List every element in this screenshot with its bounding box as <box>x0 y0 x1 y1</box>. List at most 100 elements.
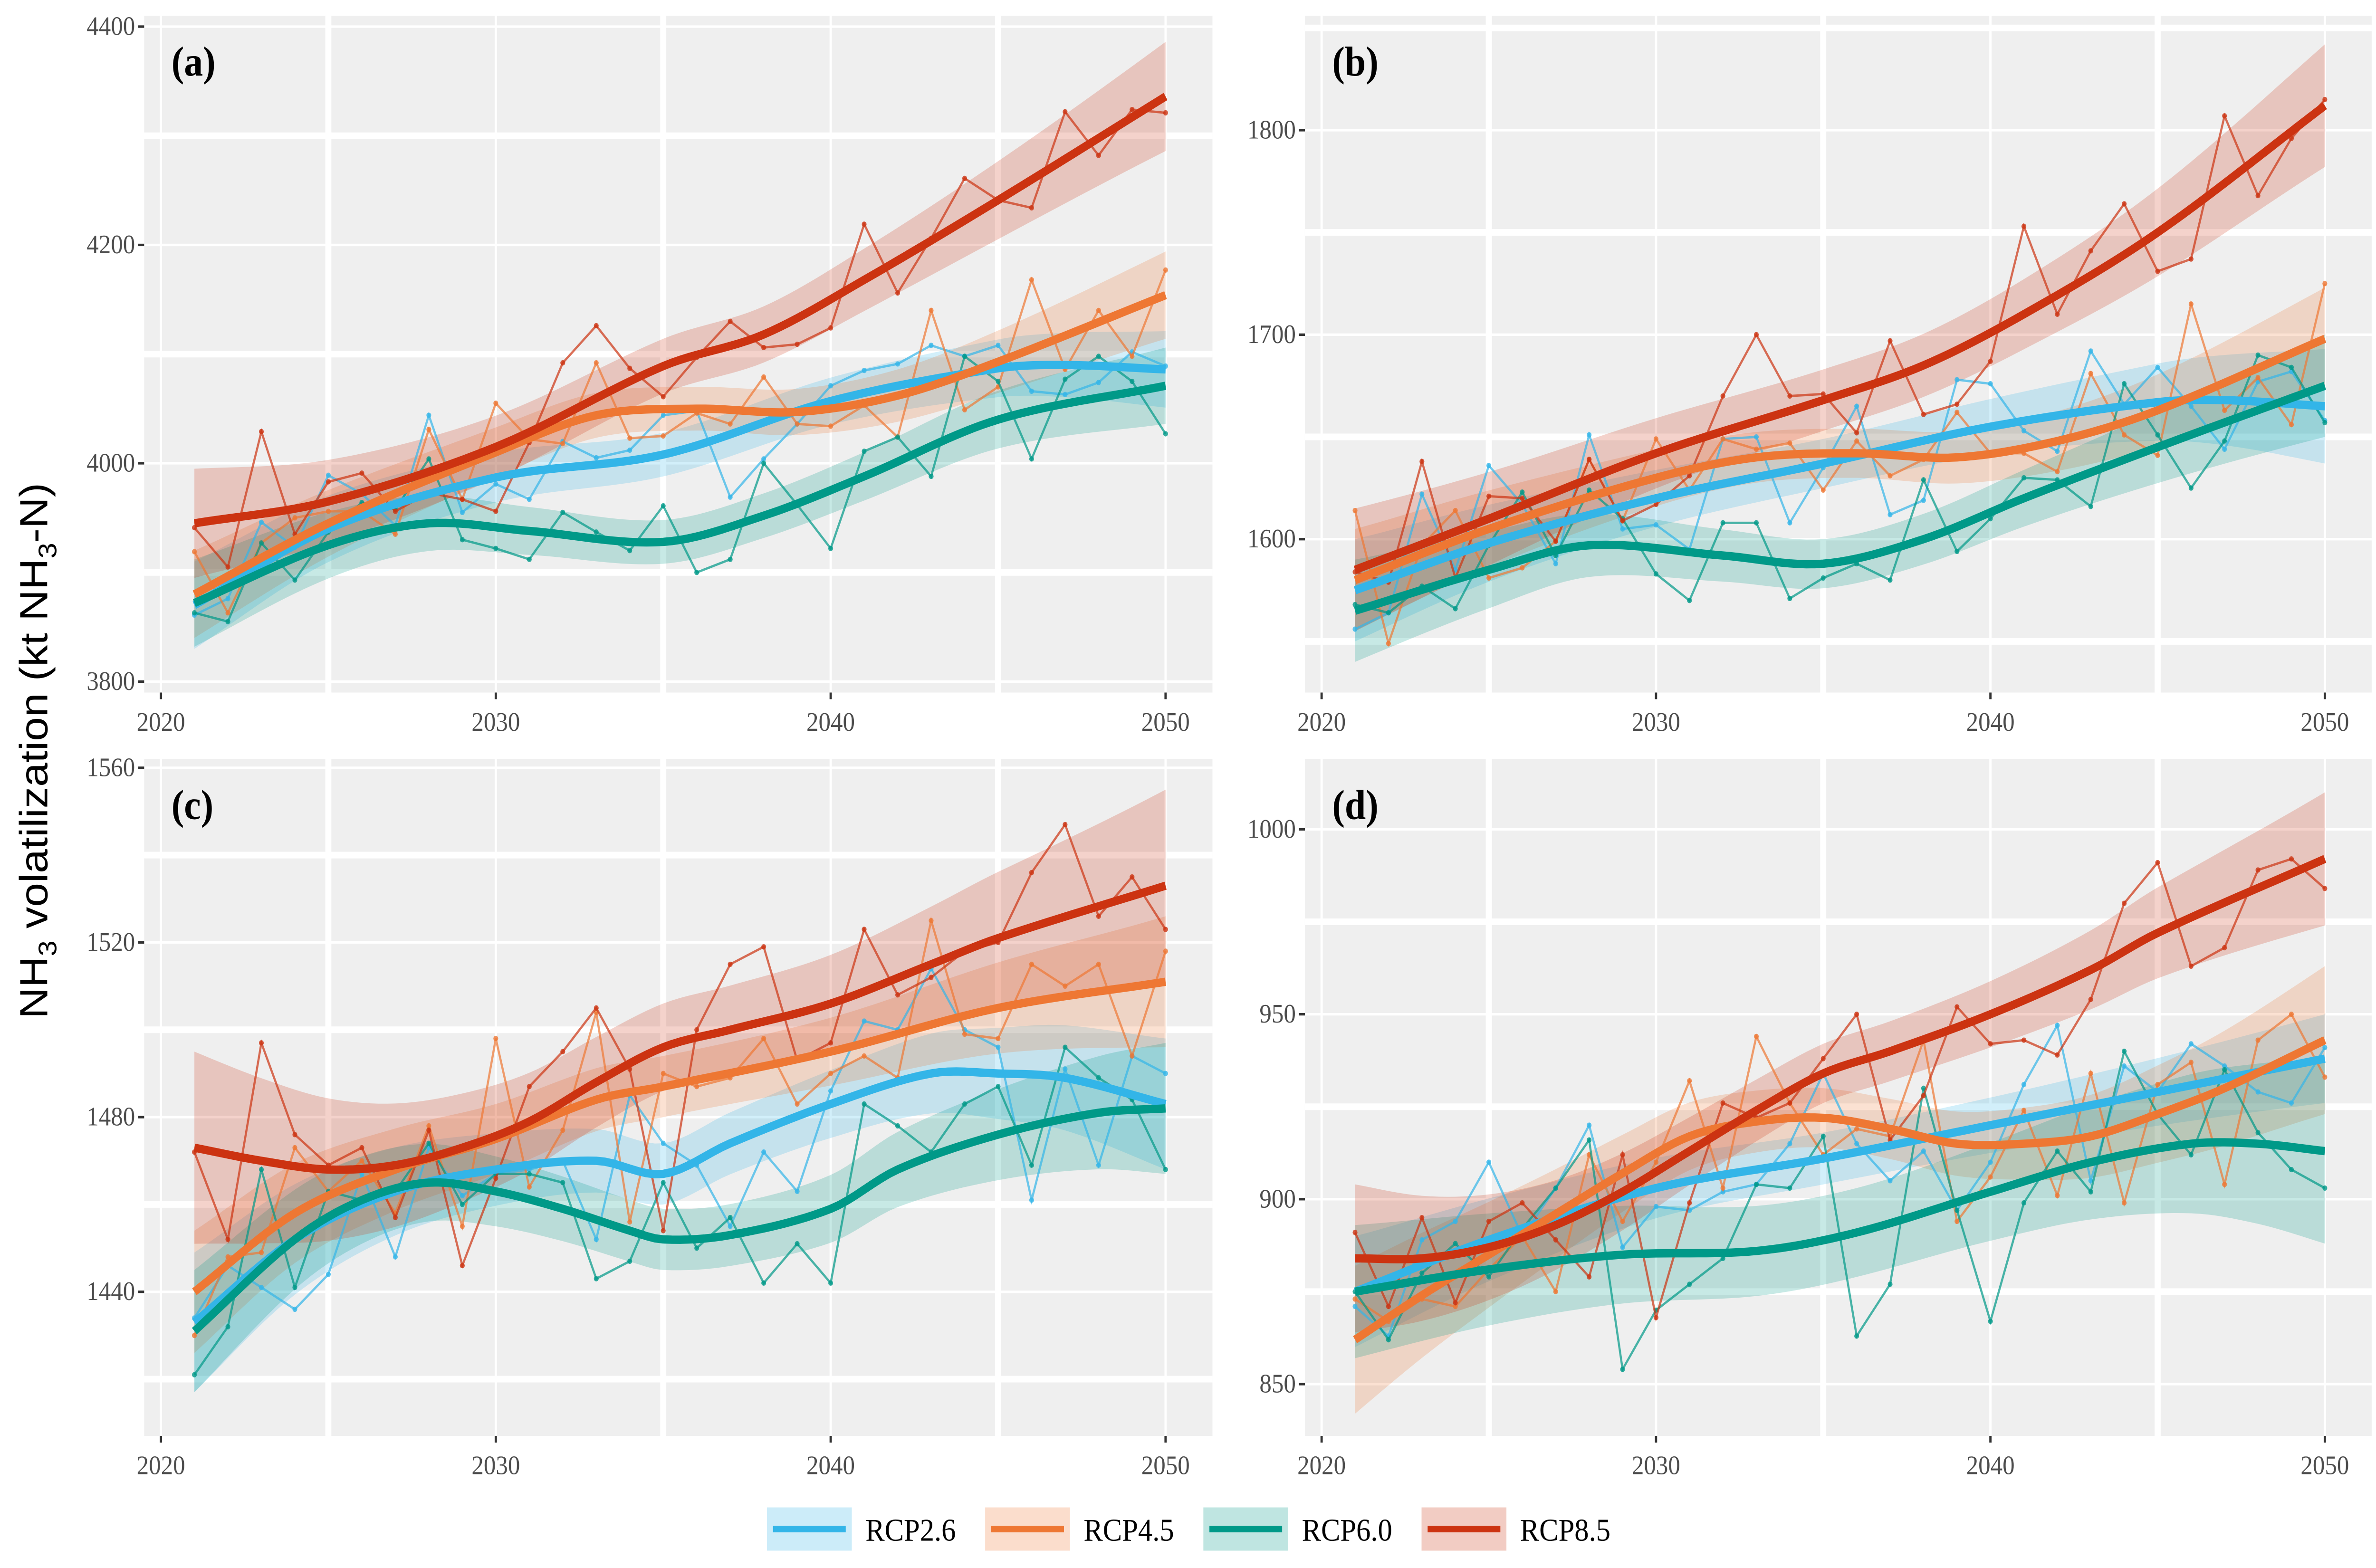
annual-point-rcp85 <box>2289 856 2294 862</box>
x-tick-label: 2050 <box>2300 707 2349 737</box>
annual-point-rcp85 <box>259 429 264 434</box>
annual-point-rcp45 <box>627 435 632 441</box>
annual-point-rcp85 <box>1352 1230 1358 1235</box>
annual-point-rcp26 <box>661 412 666 418</box>
annual-point-rcp60 <box>2255 352 2261 358</box>
annual-point-rcp45 <box>1988 1174 1993 1180</box>
legend-label-rcp45: RCP4.5 <box>1083 1512 1174 1548</box>
x-tick-label: 2020 <box>1297 707 1346 737</box>
annual-point-rcp26 <box>1988 381 1993 387</box>
annual-point-rcp60 <box>895 434 901 440</box>
annual-point-rcp45 <box>1653 436 1658 442</box>
annual-point-rcp60 <box>292 1284 297 1291</box>
annual-point-rcp26 <box>527 497 532 502</box>
legend-item-rcp85[interactable]: RCP8.5 <box>1421 1507 1611 1551</box>
annual-point-rcp85 <box>2055 311 2060 317</box>
annual-point-rcp26 <box>728 1224 733 1229</box>
annual-point-rcp45 <box>1854 438 1859 444</box>
annual-point-rcp26 <box>1419 1237 1425 1243</box>
annual-point-rcp60 <box>2155 432 2160 438</box>
legend-item-rcp26[interactable]: RCP2.6 <box>766 1507 956 1551</box>
y-tick-label: 4200 <box>86 229 135 259</box>
annual-point-rcp45 <box>594 360 599 366</box>
annual-point-rcp85 <box>1553 1237 1558 1243</box>
annual-point-rcp60 <box>1954 1207 1960 1213</box>
annual-point-rcp26 <box>828 383 834 389</box>
annual-point-rcp60 <box>225 619 230 624</box>
annual-point-rcp85 <box>2155 860 2160 866</box>
annual-point-rcp60 <box>761 460 766 466</box>
annual-point-rcp45 <box>393 531 398 537</box>
ci-band-rcp85 <box>1355 44 2325 631</box>
annual-point-rcp45 <box>1029 961 1035 967</box>
annual-point-rcp85 <box>1130 874 1135 880</box>
annual-point-rcp85 <box>1553 538 1558 544</box>
annual-lines <box>1352 96 2328 648</box>
annual-point-rcp85 <box>2021 1037 2027 1043</box>
annual-point-rcp85 <box>326 479 331 485</box>
annual-point-rcp85 <box>359 1145 364 1151</box>
smooth-lines <box>192 93 1168 609</box>
annual-point-rcp60 <box>1653 571 1658 577</box>
annual-point-rcp26 <box>493 481 498 487</box>
annual-point-rcp26 <box>627 447 632 453</box>
ci-band-rcp26 <box>1355 1014 2325 1348</box>
annual-point-rcp45 <box>1029 277 1035 283</box>
ci-band-rcp45 <box>1355 966 2325 1414</box>
x-tick-label: 2020 <box>137 707 185 737</box>
annual-point-rcp60 <box>962 1101 968 1107</box>
annual-point-rcp60 <box>1419 1270 1425 1276</box>
annual-point-rcp45 <box>1753 1033 1759 1039</box>
x-tick-label: 2040 <box>1966 707 2015 737</box>
annual-point-rcp26 <box>795 1188 800 1194</box>
annual-point-rcp60 <box>661 1180 666 1186</box>
annual-point-rcp85 <box>828 325 834 331</box>
legend-item-rcp45[interactable]: RCP4.5 <box>985 1507 1174 1551</box>
annual-point-rcp60 <box>426 456 431 462</box>
annual-point-rcp85 <box>2255 867 2261 873</box>
annual-point-rcp60 <box>2222 1067 2227 1072</box>
panel-label: (a) <box>172 39 216 85</box>
annual-point-rcp85 <box>1029 205 1035 210</box>
annual-point-rcp85 <box>2155 268 2160 274</box>
annual-point-rcp85 <box>1620 1152 1625 1158</box>
annual-point-rcp85 <box>393 1214 398 1221</box>
annual-point-rcp60 <box>1787 595 1792 602</box>
annual-point-rcp45 <box>795 1101 800 1107</box>
annual-point-rcp85 <box>1921 411 1926 417</box>
annual-point-rcp60 <box>1553 1185 1558 1191</box>
smooth-line-rcp60 <box>193 382 1167 607</box>
annual-point-rcp85 <box>1096 153 1101 158</box>
chart-container: 3800 4000 4200 4400 2020 2030 2040 2050 (a) 1600 1… <box>5 2 2376 1566</box>
annual-point-rcp26 <box>2289 1100 2294 1106</box>
annual-point-rcp45 <box>1063 983 1068 989</box>
annual-point-rcp45 <box>2255 1037 2261 1043</box>
annual-point-rcp45 <box>1954 1218 1960 1224</box>
legend-item-rcp60[interactable]: RCP6.0 <box>1203 1507 1392 1551</box>
annual-point-rcp45 <box>292 515 297 521</box>
annual-point-rcp26 <box>2155 364 2160 370</box>
annual-point-rcp26 <box>1486 1159 1492 1165</box>
annual-point-rcp85 <box>594 323 599 329</box>
annual-point-rcp85 <box>2088 248 2093 254</box>
annual-point-rcp26 <box>1988 1159 1993 1165</box>
annual-point-rcp45 <box>996 1036 1001 1042</box>
ci-band-rcp60 <box>1355 1059 2325 1358</box>
annual-point-rcp45 <box>527 1184 532 1190</box>
annual-point-rcp45 <box>2188 301 2194 307</box>
annual-point-rcp45 <box>795 421 800 427</box>
annual-point-rcp60 <box>1096 1075 1101 1080</box>
smooth-lines <box>1353 102 2327 615</box>
annual-point-rcp26 <box>1787 1141 1792 1147</box>
annual-point-rcp85 <box>761 344 766 351</box>
annual-point-rcp26 <box>2088 1178 2093 1184</box>
annual-point-rcp60 <box>1820 575 1826 581</box>
annual-point-rcp85 <box>862 927 867 932</box>
annual-point-rcp85 <box>426 1128 431 1133</box>
annual-point-rcp45 <box>560 441 565 447</box>
annual-point-rcp26 <box>2222 446 2227 452</box>
annual-point-rcp45 <box>2021 1108 2027 1113</box>
panel-b: 1600 1700 1800 2020 2030 2040 2050 (b) <box>1247 16 2372 737</box>
